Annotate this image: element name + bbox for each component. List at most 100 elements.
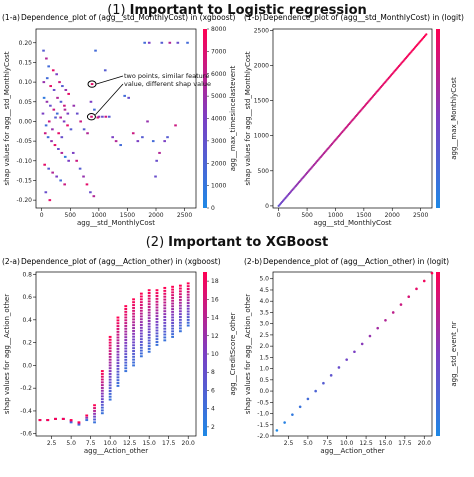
data-point [147,300,151,303]
data-point [171,327,174,330]
section-title-text: Important to XGBoost [168,235,329,250]
data-point [139,309,143,312]
data-point [124,319,128,322]
data-point [163,292,167,295]
y-tick-label: -1.0 [257,411,269,418]
data-point [186,41,189,44]
data-point [51,171,54,174]
annotation-arrow [95,75,124,85]
y-tick-label: 0.4 [22,317,32,324]
data-point [132,327,135,330]
data-point [147,305,151,308]
y-tick-label: 0.10 [19,79,33,86]
data-point [49,85,52,88]
x-tick-label: 15.0 [142,440,156,447]
data-point [97,115,101,118]
data-point [49,104,52,107]
data-point [108,341,112,344]
data-point [168,41,172,44]
data-point [116,333,120,336]
data-point [124,336,128,339]
data-point [171,324,174,327]
data-point [186,310,190,313]
colorbar-tick-label: 2 [211,424,215,431]
data-point [171,316,174,319]
data-point [171,294,174,297]
colorbar-tick-label: 1000 [211,183,226,190]
data-point [322,381,325,385]
data-point [92,195,96,198]
y-tick-label: 2.0 [259,343,269,350]
colorbar [203,29,207,208]
colorbar-label: agg__max_MonthlyCost [450,77,458,160]
data-point [158,151,161,154]
data-point [139,352,143,355]
data-point [132,312,135,315]
data-point [89,191,92,194]
data-point [100,378,104,381]
data-point [132,344,135,347]
data-point [139,312,143,315]
data-point [124,361,128,364]
chart-title: Dependence_plot of (agg__Action_other) i… [263,257,449,266]
y-tick-label: 0.0 [22,362,32,369]
data-point [155,323,159,326]
data-point [59,100,63,103]
data-point [108,347,112,350]
data-point [101,115,104,118]
y-tick-label: 0.15 [19,59,33,66]
x-tick-label: 2000 [148,212,163,219]
colorbar [203,272,207,436]
y-tick-label: 4.5 [259,287,269,294]
data-point [163,316,167,319]
data-point [186,293,190,296]
data-point [314,389,317,393]
data-point [108,338,112,341]
data-point [53,144,57,147]
data-point [147,41,151,44]
x-tick-label: 2500 [413,212,428,219]
data-point [100,372,104,375]
data-point [283,421,286,424]
y-tick-label: 1500 [254,98,269,105]
y-tick-label: 0.00 [19,118,33,125]
plot-frame [272,28,433,209]
data-point [147,297,151,300]
data-point [186,299,190,302]
data-point [163,140,166,143]
data-point [59,116,62,119]
data-point [147,342,151,345]
y-tick-label: -0.2 [20,385,32,392]
data-point [124,313,128,316]
data-point [155,332,159,335]
data-point [108,350,112,353]
data-point [42,49,45,52]
data-point [116,359,120,362]
section-number: (2) [145,235,165,250]
data-point [132,301,135,304]
data-point [103,69,107,72]
data-point [155,303,159,306]
data-point [132,361,135,364]
x-axis-label: agg__Action_other [320,447,384,455]
data-point [47,120,51,123]
data-point [123,94,126,97]
data-point [178,310,182,313]
data-point [139,301,143,304]
data-point [64,88,68,91]
data-point [127,96,130,99]
data-point [147,322,151,325]
data-point [139,343,143,346]
data-point [108,372,112,375]
data-point [155,297,159,300]
x-axis-label: agg__Action_other [84,447,148,455]
data-point [116,319,120,322]
data-point [69,421,73,424]
data-point [186,290,190,293]
data-point [42,81,46,84]
data-point [116,345,120,348]
data-point [55,175,58,178]
data-point [178,315,182,318]
data-point [90,83,94,86]
data-point [178,284,182,287]
